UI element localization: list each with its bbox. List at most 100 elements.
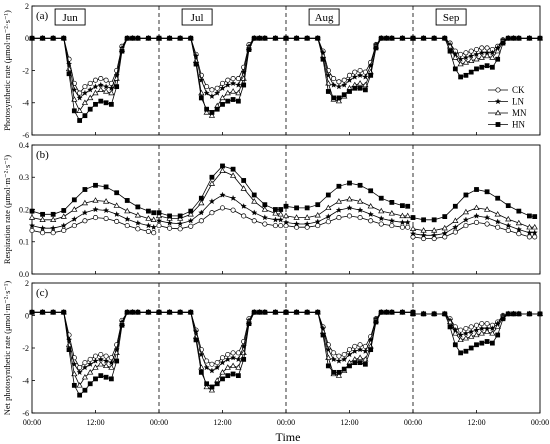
panel-2: -6 -4 -2 0 2 (c) Net photosynthetic rate (μmol… xyxy=(2,279,544,418)
panel-label: (c) xyxy=(36,287,49,299)
data-point-ln xyxy=(346,76,353,83)
data-point-ck xyxy=(188,223,194,229)
data-point-ck xyxy=(389,223,395,229)
series-line-mn xyxy=(32,311,159,387)
data-point-mn xyxy=(102,362,110,369)
y-tick-label: 0 xyxy=(25,311,29,320)
data-point-hn xyxy=(273,35,278,41)
data-point-ck xyxy=(479,45,485,51)
data-point-hn xyxy=(87,381,93,387)
data-point-mn xyxy=(81,199,89,206)
data-point-hn xyxy=(241,82,247,88)
data-point-ln xyxy=(198,351,205,358)
data-point-mn xyxy=(235,364,242,370)
legend-label: HN xyxy=(512,120,525,130)
data-point-ln xyxy=(378,215,385,222)
data-point-hn xyxy=(262,35,268,41)
data-point-hn xyxy=(188,309,194,315)
data-point-hn xyxy=(362,87,368,93)
data-point-ck xyxy=(468,48,474,54)
series-line-ln xyxy=(32,37,159,99)
month-label: Sep xyxy=(443,12,460,24)
data-point-hn xyxy=(198,369,204,375)
data-point-mn xyxy=(219,167,226,173)
data-point-ln xyxy=(515,226,522,233)
data-point-hn xyxy=(431,311,437,317)
data-point-hn xyxy=(77,118,83,123)
data-point-ck xyxy=(103,353,109,359)
data-point-mn xyxy=(92,89,99,96)
data-point-hn xyxy=(66,71,72,77)
data-point-ck xyxy=(341,77,347,83)
data-point-hn xyxy=(537,311,543,317)
data-point-hn xyxy=(93,101,98,107)
data-point-hn xyxy=(400,35,405,41)
month-box xyxy=(308,8,340,26)
data-point-mn xyxy=(251,198,258,204)
data-point-ln xyxy=(92,206,99,213)
data-point-ck xyxy=(346,213,353,219)
data-point-mn xyxy=(39,216,46,222)
data-point-ck xyxy=(495,224,501,230)
data-point-hn xyxy=(167,309,172,315)
data-point-mn xyxy=(526,223,533,230)
data-point-ck xyxy=(336,353,342,359)
data-point-mn xyxy=(446,43,454,49)
data-point-hn xyxy=(230,371,236,377)
data-point-hn xyxy=(532,214,538,219)
data-point-hn xyxy=(368,72,374,78)
data-point-mn xyxy=(277,211,284,217)
x-tick-label: 12:00 xyxy=(213,418,231,427)
data-point-mn xyxy=(87,94,94,101)
x-axis-title: Time xyxy=(276,430,301,444)
data-point-ln xyxy=(478,49,485,56)
data-point-mn xyxy=(515,219,522,226)
data-point-hn xyxy=(500,40,506,46)
data-point-hn xyxy=(320,56,326,62)
data-point-mn xyxy=(282,212,290,219)
data-point-mn xyxy=(356,354,364,360)
data-point-mn xyxy=(261,206,268,212)
data-point-ln xyxy=(92,357,99,364)
data-point-ck xyxy=(177,226,183,232)
data-point-ln xyxy=(335,357,342,364)
data-point-hn xyxy=(384,309,389,315)
y-tick-label: 2 xyxy=(25,2,29,11)
data-point-hn xyxy=(146,309,151,315)
data-point-ck xyxy=(399,224,405,230)
data-point-ln xyxy=(208,93,215,99)
data-point-ln xyxy=(357,206,364,213)
data-point-ln xyxy=(219,359,226,366)
data-point-ln xyxy=(134,219,141,226)
data-point-hn xyxy=(500,316,506,322)
data-point-mn xyxy=(346,195,353,202)
panel-1: 0.0 0.1 0.2 0.3 0.4 (b) Respiration rate (μmol… xyxy=(2,141,541,279)
data-point-ln xyxy=(113,211,120,217)
data-point-hn xyxy=(378,35,384,41)
x-tick-label: 00:00 xyxy=(150,418,168,427)
data-point-hn xyxy=(304,205,310,211)
data-point-hn xyxy=(241,356,247,362)
data-point-hn xyxy=(527,311,532,317)
data-point-hn xyxy=(77,392,83,398)
data-point-mn xyxy=(457,60,464,67)
data-point-hn xyxy=(225,98,231,104)
data-point-ln xyxy=(230,80,237,87)
data-point-ln xyxy=(304,220,311,227)
data-point-mn xyxy=(102,88,110,94)
data-point-hn xyxy=(389,35,395,41)
data-point-ck xyxy=(341,351,347,358)
data-point-hn xyxy=(516,208,522,214)
data-point-mn xyxy=(81,99,89,105)
data-point-hn xyxy=(389,309,395,315)
data-point-ln xyxy=(230,354,237,361)
data-point-ln xyxy=(235,356,242,362)
data-point-mn xyxy=(229,362,237,369)
data-point-ck xyxy=(526,234,532,240)
data-point-ln xyxy=(65,336,73,343)
data-point-ln xyxy=(235,81,242,88)
data-point-ln xyxy=(351,348,358,354)
data-point-ck xyxy=(463,50,469,56)
data-point-mn xyxy=(494,47,501,54)
data-point-ln xyxy=(150,224,157,230)
